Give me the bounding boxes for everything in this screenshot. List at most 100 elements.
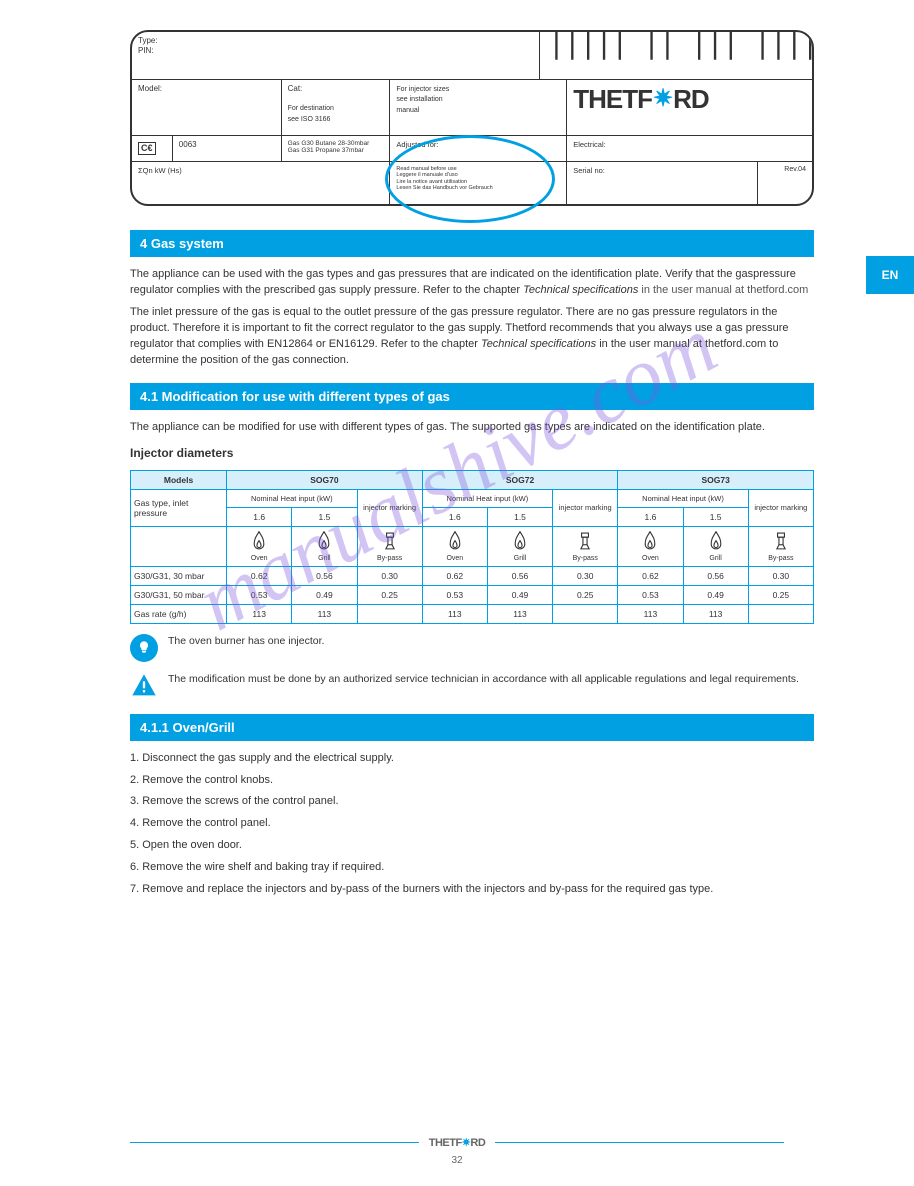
cell: 0.56 [292, 566, 357, 585]
para-gas-1: The appliance can be used with the gas t… [130, 267, 814, 299]
table-row-head1: Models SOG70 SOG72 SOG73 [131, 470, 814, 489]
table-row: Gas rate (g/h) 113 113 113 113 113 113 [131, 604, 814, 623]
lightbulb-icon [130, 634, 158, 662]
cell-nhi-0: Nominal Heat input (kW) [227, 489, 357, 507]
icon-label-bypass-2: By-pass [752, 555, 810, 562]
label-electrical: Electrical: [573, 140, 606, 149]
icon-label-grill-1: Grill [491, 555, 549, 562]
ce-mark-icon: C€ [138, 142, 156, 155]
label-cat: Cat: [288, 84, 303, 93]
cell [553, 604, 618, 623]
bypass-icon [772, 531, 790, 553]
step-6: 6. Remove the wire shelf and baking tray… [130, 860, 814, 876]
label-see-iso: see ISO 3166 [288, 116, 331, 123]
label-rev: Rev.04 [784, 166, 806, 173]
para-gas-2b: Technical specifications [481, 338, 596, 350]
footer-rule-right [495, 1142, 784, 1143]
cell: 0.62 [422, 566, 487, 585]
cell: 0.62 [618, 566, 683, 585]
cell: 113 [227, 604, 292, 623]
cell-nhi-72-oven: 1.6 [422, 507, 487, 526]
footer-logo: THETF✷RD [429, 1136, 486, 1149]
cell-row0-label: G30/G31, 30 mbar [131, 566, 227, 585]
logo-sun-icon: ✷ [653, 85, 672, 114]
cell: 0.49 [487, 585, 552, 604]
label-type: Type: [138, 36, 158, 45]
barcode: ||||| || ||| |||| | ||| || |||| ||| || |… [548, 35, 814, 62]
step-5: 5. Open the oven door. [130, 838, 814, 854]
cell [748, 604, 813, 623]
cell: 0.53 [227, 585, 292, 604]
cell: 0.56 [683, 566, 748, 585]
tip-text: The oven burner has one injector. [168, 634, 324, 649]
cell: 113 [487, 604, 552, 623]
para-gas-1c: in the user manual at thetford.com [641, 284, 808, 296]
step-7: 7. Remove and replace the injectors and … [130, 882, 814, 898]
flame-icon [446, 531, 464, 553]
table-row: G30/G31, 30 mbar 0.62 0.56 0.30 0.62 0.5… [131, 566, 814, 585]
cell: 0.30 [553, 566, 618, 585]
icon-label-oven-2: Oven [621, 555, 679, 562]
table-row: G30/G31, 50 mbar 0.53 0.49 0.25 0.53 0.4… [131, 585, 814, 604]
th-sog70: SOG70 [227, 470, 423, 489]
cell [357, 604, 422, 623]
table-row-nhi-vals: 1.6 1.5 1.6 1.5 1.6 1.5 [131, 507, 814, 526]
th-sog72: SOG72 [422, 470, 618, 489]
cell-nhi-73-oven: 1.6 [618, 507, 683, 526]
th-sog73: SOG73 [618, 470, 814, 489]
th-models: Models [131, 470, 227, 489]
label-see-manual: see installation manual [396, 96, 442, 113]
footer-logo-left: THETF [429, 1137, 462, 1149]
heading-gas-system: 4 Gas system [130, 230, 814, 257]
page-number: 32 [0, 1155, 914, 1166]
tip-note: The oven burner has one injector. [130, 634, 814, 662]
step-3: 3. Remove the screws of the control pane… [130, 794, 814, 810]
cell-im-0: injector marking [357, 489, 422, 526]
thetford-logo: THETF✷RD [573, 84, 806, 115]
icon-label-grill-0: Grill [295, 555, 353, 562]
warning-icon [130, 672, 158, 700]
label-gas-spec: Gas G30 Butane 28-30mbar Gas G31 Propane… [282, 136, 391, 161]
para-gas-1b: Technical specifications [523, 284, 641, 296]
label-ce-num: 0063 [179, 140, 197, 149]
cell-nhi-72-grill: 1.5 [487, 507, 552, 526]
cell: 0.25 [357, 585, 422, 604]
label-serial-no: Serial no: [573, 166, 605, 175]
warning-text: The modification must be done by an auth… [168, 672, 799, 687]
para-modification: The appliance can be modified for use wi… [130, 420, 814, 436]
logo-left: THETF [573, 84, 652, 115]
flame-icon [707, 531, 725, 553]
label-tot-qn: ΣQn kW (Hs) [138, 166, 182, 175]
cell-row2-label: Gas rate (g/h) [131, 604, 227, 623]
cell: 0.49 [683, 585, 748, 604]
cell: 0.53 [422, 585, 487, 604]
label-destination: For destination [288, 105, 334, 112]
callout-circle [385, 135, 555, 223]
bypass-icon [576, 531, 594, 553]
step-4: 4. Remove the control panel. [130, 816, 814, 832]
cell-nhi-70-grill: 1.5 [292, 507, 357, 526]
injector-table-wrap: Models SOG70 SOG72 SOG73 Gas type, inlet… [130, 470, 814, 624]
step-1: 1. Disconnect the gas supply and the ele… [130, 751, 814, 767]
icon-label-bypass-0: By-pass [361, 555, 419, 562]
cell: 113 [683, 604, 748, 623]
table-row-nhi: Gas type, inlet pressure Nominal Heat in… [131, 489, 814, 507]
cell-nhi-70-oven: 1.6 [227, 507, 292, 526]
label-injector-sizes: For injector sizes [396, 86, 449, 93]
label-model: Model: [138, 84, 162, 93]
label-pin: PIN: [138, 46, 154, 55]
para-gas-2: The inlet pressure of the gas is equal t… [130, 305, 814, 369]
injector-table: Models SOG70 SOG72 SOG73 Gas type, inlet… [130, 470, 814, 624]
heading-modification: 4.1 Modification for use with different … [130, 383, 814, 410]
step-2: 2. Remove the control knobs. [130, 773, 814, 789]
logo-right: RD [673, 84, 709, 115]
cell: 0.30 [748, 566, 813, 585]
cell-nhi-73-grill: 1.5 [683, 507, 748, 526]
cell-row1-label: G30/G31, 50 mbar [131, 585, 227, 604]
cell: 0.25 [748, 585, 813, 604]
cell: 0.53 [618, 585, 683, 604]
subheading-injector-diameters: Injector diameters [130, 446, 814, 460]
cell-nhi-2: Nominal Heat input (kW) [618, 489, 748, 507]
page-footer: THETF✷RD 32 [0, 1136, 914, 1166]
icon-label-oven-1: Oven [426, 555, 484, 562]
